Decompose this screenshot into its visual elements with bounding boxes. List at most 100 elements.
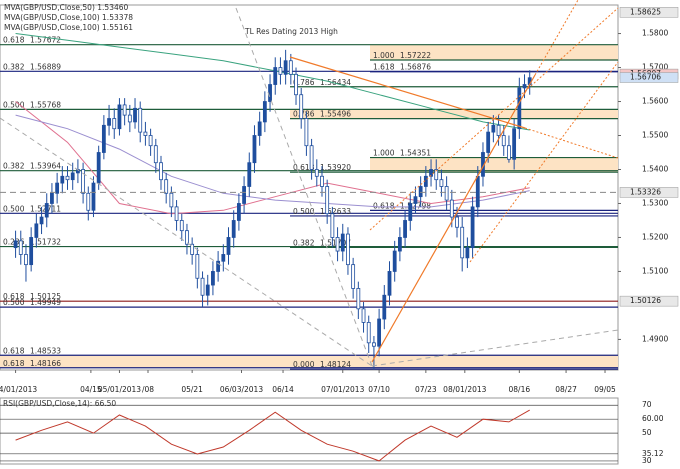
- fib-price: 1.50125: [30, 292, 61, 301]
- fib-ratio: 0.786: [293, 78, 315, 87]
- fib-price: 1.49949: [30, 298, 61, 307]
- candle-body: [159, 162, 163, 181]
- candle-body: [340, 233, 345, 252]
- x-tick-label: 04/15: [80, 385, 102, 394]
- fib-ratio: 0.618: [3, 292, 25, 301]
- candle-body: [387, 271, 392, 296]
- candle-body: [81, 169, 85, 194]
- fib-price: 1.53964: [30, 162, 61, 171]
- candle-body: [429, 169, 433, 177]
- x-tick-label: 07/10: [368, 385, 390, 394]
- candle-body: [112, 118, 117, 130]
- candle-body: [148, 135, 153, 147]
- candle-body: [273, 67, 278, 85]
- x-tick-label: /08: [142, 385, 154, 394]
- legend-entry: MVA(GBP/USD,Close,50) 1.53460: [4, 3, 129, 12]
- candle-body: [346, 233, 350, 266]
- candle-body: [278, 67, 283, 75]
- candle-body: [164, 179, 169, 194]
- candle-body: [200, 277, 205, 296]
- candle-body: [96, 152, 101, 184]
- trendline: [371, 329, 619, 367]
- candle-body: [418, 186, 423, 198]
- candle-body: [242, 186, 246, 204]
- candle-body: [501, 135, 506, 147]
- fib-price: 1.51732: [30, 238, 61, 247]
- y-tick-label: 1.5700: [642, 63, 668, 72]
- fib-price: 1.56434: [320, 78, 351, 87]
- x-tick-label: 09/05: [594, 385, 616, 394]
- fib-ratio: 0.500: [3, 204, 25, 213]
- candle-body: [236, 203, 241, 221]
- trendline: [469, 61, 619, 263]
- x-tick-label: 08/16: [509, 385, 531, 394]
- candle-body: [205, 284, 210, 296]
- fib-ratio: 1.000: [373, 51, 395, 60]
- candle-body: [377, 318, 382, 347]
- candle-body: [153, 145, 158, 164]
- candle-body: [143, 131, 148, 136]
- fib-ratio: 0.500: [3, 100, 25, 109]
- candle-body: [13, 240, 18, 249]
- candle-body: [507, 145, 511, 160]
- candle-body: [309, 145, 314, 170]
- candle-body: [257, 121, 262, 136]
- x-tick-label: 07/23: [415, 385, 437, 394]
- y-tick-label: 30: [642, 456, 652, 465]
- candle-body: [444, 186, 449, 201]
- candle-body: [127, 114, 132, 123]
- candle-body: [392, 250, 397, 272]
- candle-body: [185, 230, 189, 245]
- fib-ratio: 0.618: [3, 36, 25, 45]
- candle-body: [460, 226, 465, 259]
- candle-body: [372, 342, 376, 347]
- x-tick-label: 05/21: [181, 385, 203, 394]
- candle-body: [231, 220, 236, 238]
- candle-body: [18, 240, 23, 255]
- candle-body: [496, 124, 501, 136]
- candle-body: [283, 60, 288, 75]
- candle-body: [470, 206, 475, 249]
- candle-body: [216, 260, 221, 272]
- fib-price: 1.55768: [30, 100, 61, 109]
- fib-ratio: 0.618: [373, 201, 395, 210]
- x-tick-label: 08/27: [555, 385, 577, 394]
- candle-body: [122, 104, 127, 116]
- x-tick-label: 06/03/2013: [220, 385, 263, 394]
- candle-body: [101, 124, 106, 153]
- price-label-box: [619, 7, 679, 18]
- y-tick-label: 1.5300: [642, 198, 668, 207]
- candle-body: [351, 264, 356, 289]
- trendline: [534, 0, 579, 76]
- fib-ratio: 1.618: [373, 63, 395, 72]
- x-tick-label: 08/01/2013: [443, 385, 486, 394]
- candle-body: [50, 192, 54, 204]
- fib-price: 1.55496: [320, 110, 351, 119]
- y-tick-label: 1.4900: [642, 334, 668, 343]
- y-tick-label: 1.5100: [642, 266, 668, 275]
- candle-body: [211, 271, 215, 286]
- price-label-box: [619, 187, 679, 198]
- candle-body: [397, 237, 402, 252]
- candle-body: [262, 101, 267, 123]
- fib-price: 1.53920: [320, 163, 351, 172]
- y-tick-label: 50: [642, 428, 652, 437]
- fib-ratio: 0.786: [293, 110, 315, 119]
- annotation: TL Res Dating 2013 High: [244, 27, 338, 36]
- candle-body: [434, 169, 439, 181]
- fib-price: 1.48533: [30, 346, 61, 355]
- trendline: [524, 127, 619, 159]
- price-label: 1.53326: [630, 187, 661, 196]
- candle-body: [221, 254, 226, 262]
- price-label: 1.56706: [630, 73, 661, 82]
- y-tick-label: 1.5500: [642, 131, 668, 140]
- y-tick-label: 1.5200: [642, 232, 668, 241]
- candle-body: [34, 223, 39, 238]
- y-tick-label: 1.5800: [642, 29, 668, 38]
- candle-body: [268, 84, 272, 102]
- fib-ratio: 0.618: [293, 163, 315, 172]
- fib-ratio: 0.000: [293, 360, 315, 369]
- fib-price: 1.52633: [320, 207, 351, 216]
